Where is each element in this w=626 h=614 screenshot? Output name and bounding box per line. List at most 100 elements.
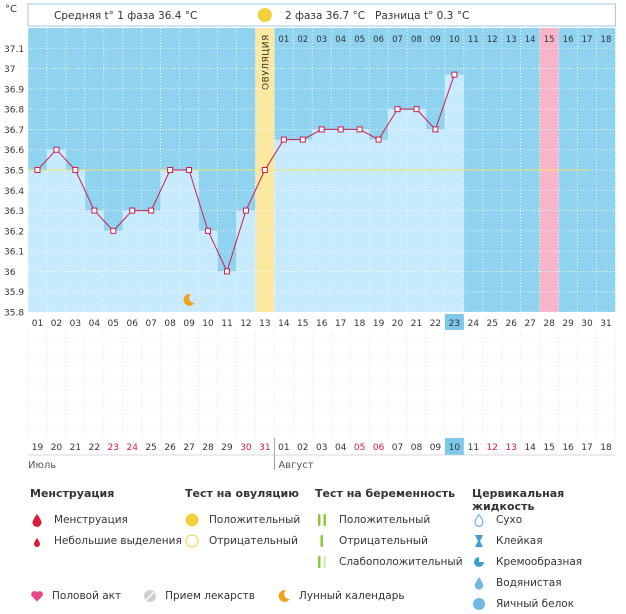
cycle-day-label: 29 xyxy=(562,319,574,329)
moon-icon xyxy=(277,589,291,603)
legend-pregnancy-negative-label: Отрицательный xyxy=(339,534,428,547)
post-ovulation-day-number: 14 xyxy=(525,35,536,45)
post-ovulation-day-number: 05 xyxy=(354,35,365,45)
temperature-bar xyxy=(312,129,332,312)
legend-cervical: Цервикальная жидкость Сухо Клейкая Кремо… xyxy=(472,487,626,614)
legend-cervical-sticky-label: Клейкая xyxy=(496,534,543,547)
cycle-day-label: 23 xyxy=(449,319,460,329)
calendar-date-label: 03 xyxy=(316,443,327,453)
temperature-point xyxy=(261,167,268,173)
cycle-day-label: 10 xyxy=(202,319,214,329)
legend-menstruation-item: Менструация xyxy=(30,509,182,530)
cycle-day-label: 26 xyxy=(505,319,517,329)
legend-cervical-sticky: Клейкая xyxy=(472,530,626,551)
one-line-icon xyxy=(315,534,329,548)
moon-icon xyxy=(183,293,195,306)
calendar-date-label: 05 xyxy=(354,443,365,453)
legend-moon: Лунный календарь xyxy=(277,589,405,603)
temperature-point xyxy=(205,227,212,234)
cycle-day-label: 12 xyxy=(240,319,251,329)
legend-cervical-title: Цервикальная жидкость xyxy=(472,487,565,513)
temperature-point xyxy=(223,268,230,275)
cycle-day-label: 20 xyxy=(392,319,404,329)
temperature-bar xyxy=(160,170,180,312)
legend-ovulation-positive-label: Положительный xyxy=(209,513,301,526)
legend-ovulation-positive: Положительный xyxy=(185,509,300,530)
temperature-bar xyxy=(141,210,161,312)
temperature-bar xyxy=(331,129,351,312)
temperature-chart: °C Средняя t° 1 фаза 36.4 °C 2 фаза 36.7 °… xyxy=(4,3,616,471)
legend-cervical-creamy: Кремообразная xyxy=(472,551,626,572)
temperature-bar xyxy=(369,139,389,312)
calendar-date-label: 12 xyxy=(487,443,498,453)
y-tick-label: 36.7 xyxy=(4,126,24,136)
calendar-date-label: 08 xyxy=(411,443,423,453)
temperature-point xyxy=(280,136,287,143)
legend-pregnancy-test: Тест на беременность Положительный Отриц… xyxy=(315,487,463,572)
calendar-date-label: 18 xyxy=(600,443,612,453)
calendar-date-label: 26 xyxy=(164,443,176,453)
calendar-date-label: 17 xyxy=(581,443,592,453)
ovulation-label: ОВУЛЯЦИЯ xyxy=(261,34,271,90)
temperature-point xyxy=(167,167,174,173)
cycle-day-label: 07 xyxy=(145,319,156,329)
post-ovulation-day-number: 15 xyxy=(544,35,555,45)
temperature-bar xyxy=(122,210,142,312)
y-tick-label: 36 xyxy=(4,268,16,278)
calendar-date-label: 09 xyxy=(430,443,442,453)
cycle-day-label: 22 xyxy=(430,319,441,329)
pill-icon xyxy=(143,589,157,603)
temperature-point xyxy=(375,136,382,143)
cycle-day-label: 05 xyxy=(108,319,119,329)
temperature-bar xyxy=(425,129,445,312)
cycle-day-label: 18 xyxy=(354,319,366,329)
legend-spotting-label: Небольшие выделения xyxy=(54,534,182,547)
calendar-date-label: 28 xyxy=(202,443,214,453)
cycle-day-label: 24 xyxy=(468,319,480,329)
temperature-point xyxy=(110,227,117,234)
temperature-point xyxy=(318,126,325,133)
cycle-day-label: 06 xyxy=(126,319,138,329)
temperature-point xyxy=(394,106,401,113)
cycle-day-label: 08 xyxy=(164,319,176,329)
legend-intercourse-label: Половой акт xyxy=(52,590,122,602)
legend-cervical-eggwhite: Яичный белок xyxy=(472,593,626,614)
temperature-bar xyxy=(236,210,256,312)
calendar-date-label: 22 xyxy=(89,443,100,453)
legend-pregnancy-negative: Отрицательный xyxy=(315,530,463,551)
cycle-day-label: 02 xyxy=(51,319,62,329)
calendar-date-label: 04 xyxy=(335,443,347,453)
calendar-date-label: 24 xyxy=(126,443,138,453)
cycle-day-label: 19 xyxy=(373,319,385,329)
calendar-date-label: 19 xyxy=(32,443,44,453)
legend-medication-label: Прием лекарств xyxy=(165,590,255,602)
outline-circle-icon xyxy=(185,534,199,548)
calendar-date-label: 29 xyxy=(221,443,233,453)
legend-cervical-creamy-label: Кремообразная xyxy=(496,555,583,568)
temperature-point xyxy=(91,207,98,214)
y-tick-label: 37.1 xyxy=(4,45,24,55)
cycle-day-label: 14 xyxy=(278,319,290,329)
calendar-date-label: 30 xyxy=(240,443,252,453)
two-lines-icon xyxy=(315,513,329,527)
calendar-date-label: 20 xyxy=(51,443,63,453)
legend-menstruation-label: Менструация xyxy=(54,513,128,526)
y-tick-label: 36.8 xyxy=(4,106,24,116)
y-tick-label: 36.6 xyxy=(4,146,24,156)
temperature-bar xyxy=(65,170,85,312)
post-ovulation-day-number: 18 xyxy=(601,35,612,45)
cycle-day-label: 30 xyxy=(581,319,593,329)
phase1-average-text: Средняя t° 1 фаза 36.4 °C xyxy=(54,10,197,22)
legend-ovulation-title: Тест на овуляцию xyxy=(185,487,299,500)
current-date-highlight xyxy=(444,438,464,455)
y-tick-label: 36.4 xyxy=(4,187,24,197)
temperature-point xyxy=(356,126,363,133)
temperature-point xyxy=(432,126,439,133)
legend-medication: Прием лекарств xyxy=(143,589,255,603)
cycle-day-label: 09 xyxy=(183,319,195,329)
post-ovulation-day-number: 04 xyxy=(335,35,346,45)
heart-icon xyxy=(30,589,44,603)
current-day-highlight xyxy=(444,314,464,330)
post-ovulation-day-number: 03 xyxy=(316,35,327,45)
temperature-point xyxy=(299,136,306,143)
